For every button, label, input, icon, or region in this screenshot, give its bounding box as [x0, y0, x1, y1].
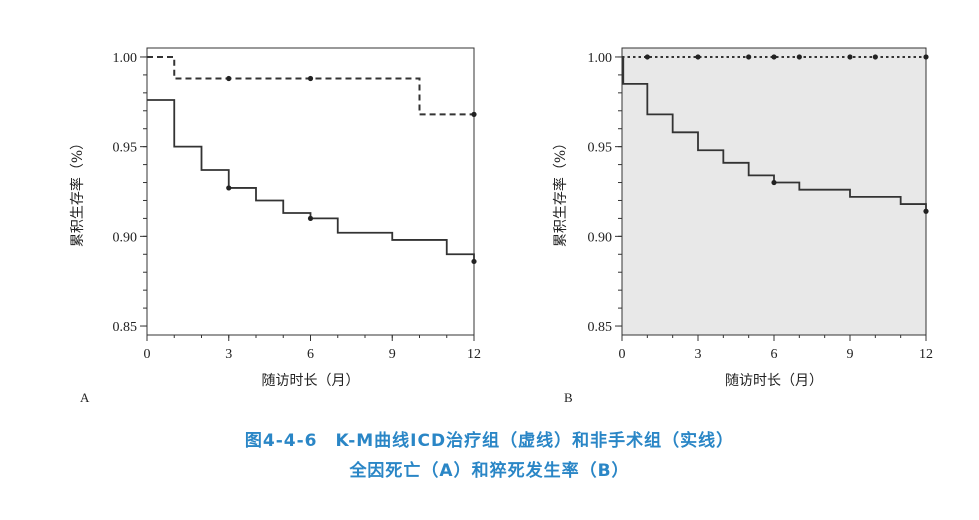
- series-line-solid: [147, 99, 475, 262]
- censor-point: [746, 54, 752, 60]
- plot-area: [146, 47, 475, 336]
- x-tick-label: 9: [847, 347, 854, 362]
- x-tick-label: 0: [619, 347, 626, 362]
- x-axis-label: 随访时长（月）: [725, 373, 823, 389]
- censor-point: [872, 54, 878, 60]
- x-axis-label: 随访时长（月）: [262, 373, 360, 389]
- y-tick-label: 0.95: [588, 141, 613, 156]
- censor-point: [796, 54, 802, 60]
- y-axis-label: 累积生存率（%）: [69, 136, 86, 247]
- panel-letter: A: [80, 390, 90, 405]
- figure-caption-line1: 图4-4-6 K-M曲线ICD治疗组（虚线）和非手术组（实线）: [244, 431, 735, 451]
- x-tick-label: 6: [307, 347, 314, 362]
- x-tick-label: 0: [144, 347, 151, 362]
- plot-area: [621, 47, 927, 336]
- y-tick-label: 0.90: [588, 230, 613, 245]
- y-tick-label: 0.85: [113, 320, 138, 335]
- chart-panel-a: 0.85 0.90 0.95 1.00 0 3 6 9 12 随访时长（月） 累积生存率（%） A: [69, 47, 481, 405]
- x-tick-label: 12: [919, 347, 933, 362]
- x-tick-label: 3: [695, 347, 702, 362]
- censor-point: [923, 208, 929, 214]
- series-line-solid: [622, 56, 927, 212]
- y-tick-label: 0.85: [588, 320, 613, 335]
- figure-caption-line2: 全因死亡（A）和猝死发生率（B）: [349, 461, 630, 481]
- chart-panel-b: 0.85 0.90 0.95 1.00 0 3 6 9 12 随访时长（月） 累积生存率（%） B: [552, 47, 933, 405]
- censor-point: [226, 75, 232, 82]
- censor-point: [923, 54, 929, 60]
- censor-point: [847, 54, 853, 60]
- panel-letter: B: [564, 390, 573, 405]
- y-tick-label: 1.00: [113, 51, 138, 66]
- censor-point: [771, 54, 777, 60]
- y-tick-label: 1.00: [588, 51, 613, 66]
- censor-point: [771, 179, 777, 186]
- y-tick-label: 0.90: [113, 230, 138, 245]
- y-tick-label: 0.95: [113, 141, 138, 156]
- x-tick-label: 6: [771, 347, 778, 362]
- x-tick-label: 9: [389, 347, 396, 362]
- censor-point: [644, 54, 650, 60]
- censor-point: [307, 75, 314, 82]
- censor-point: [695, 54, 701, 60]
- series-line-dashed: [147, 55, 474, 116]
- x-tick-label: 12: [467, 347, 481, 362]
- censor-point: [307, 215, 314, 222]
- censor-point: [471, 111, 477, 117]
- y-axis-label: 累积生存率（%）: [552, 136, 569, 247]
- censor-point: [471, 258, 477, 265]
- censor-point: [226, 185, 232, 191]
- x-tick-label: 3: [225, 347, 232, 362]
